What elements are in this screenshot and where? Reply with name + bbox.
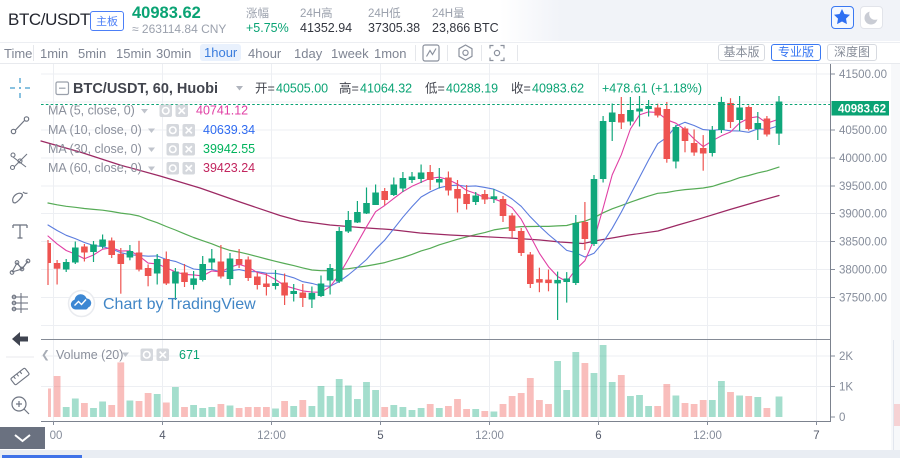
svg-text:41500.00: 41500.00 <box>839 69 887 81</box>
svg-text:39942.55: 39942.55 <box>203 142 255 156</box>
svg-text:BTC/USDT, 60, Huobi: BTC/USDT, 60, Huobi <box>73 81 218 97</box>
svg-text:39000.00: 39000.00 <box>839 208 887 220</box>
svg-text:40741.12: 40741.12 <box>196 104 248 118</box>
svg-text:40500.00: 40500.00 <box>839 125 887 137</box>
svg-text:00: 00 <box>50 430 63 442</box>
svg-text:MA (60, close, 0): MA (60, close, 0) <box>48 161 142 175</box>
svg-text:开=: 开= <box>255 82 275 96</box>
svg-text:MA (30, close, 0): MA (30, close, 0) <box>48 142 142 156</box>
svg-text:高=: 高= <box>339 81 359 96</box>
svg-text:0: 0 <box>839 412 845 424</box>
svg-text:2K: 2K <box>839 351 853 363</box>
svg-text:38500.00: 38500.00 <box>839 236 887 248</box>
svg-text:MA (5, close, 0): MA (5, close, 0) <box>48 104 135 118</box>
svg-text:Volume (20): Volume (20) <box>56 348 123 362</box>
svg-text:5: 5 <box>377 430 383 442</box>
svg-text:40983.62: 40983.62 <box>838 103 886 115</box>
svg-text:收=: 收= <box>511 82 531 96</box>
svg-text:MA (10, close, 0): MA (10, close, 0) <box>48 123 142 137</box>
svg-text:1K: 1K <box>839 381 853 393</box>
svg-text:+478.61 (+1.18%): +478.61 (+1.18%) <box>602 82 702 96</box>
svg-text:671: 671 <box>179 348 200 362</box>
svg-text:40983.62: 40983.62 <box>532 82 584 96</box>
svg-text:41064.32: 41064.32 <box>360 82 412 96</box>
svg-text:39500.00: 39500.00 <box>839 181 887 193</box>
svg-text:12:00: 12:00 <box>693 430 722 442</box>
svg-text:40288.19: 40288.19 <box>446 82 498 96</box>
svg-text:❮: ❮ <box>41 349 50 361</box>
svg-text:37500.00: 37500.00 <box>839 292 887 304</box>
svg-text:7: 7 <box>813 430 819 442</box>
svg-text:4: 4 <box>159 430 166 442</box>
svg-text:6: 6 <box>595 430 601 442</box>
svg-text:低=: 低= <box>425 82 445 96</box>
svg-text:12:00: 12:00 <box>257 430 286 442</box>
svg-text:40639.34: 40639.34 <box>203 123 255 137</box>
svg-text:39423.24: 39423.24 <box>203 161 255 175</box>
svg-text:Chart by TradingView: Chart by TradingView <box>103 296 256 313</box>
svg-text:38000.00: 38000.00 <box>839 264 887 276</box>
svg-text:40000.00: 40000.00 <box>839 153 887 165</box>
svg-text:12:00: 12:00 <box>475 430 504 442</box>
svg-text:40505.00: 40505.00 <box>276 82 328 96</box>
